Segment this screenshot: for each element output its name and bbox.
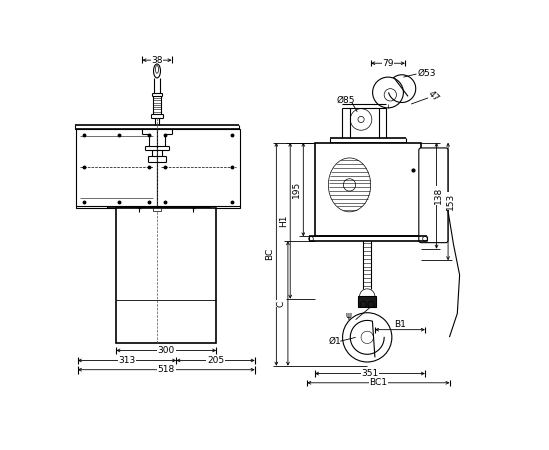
Bar: [116, 208, 216, 343]
Text: C: C: [277, 300, 285, 306]
Text: 205: 205: [207, 356, 224, 365]
Text: 300: 300: [158, 346, 175, 355]
Text: BC1: BC1: [369, 378, 388, 387]
Text: 518: 518: [158, 365, 175, 374]
Circle shape: [360, 301, 366, 307]
Text: 153: 153: [446, 193, 455, 210]
Text: BC: BC: [265, 248, 274, 260]
Text: 138: 138: [434, 187, 444, 204]
Text: Ø53: Ø53: [417, 69, 436, 78]
Bar: [358, 296, 377, 306]
Text: Ø1: Ø1: [329, 337, 341, 346]
Bar: [157, 129, 240, 208]
Text: 195: 195: [292, 181, 301, 198]
Bar: [315, 143, 421, 237]
Bar: [153, 208, 161, 211]
Circle shape: [368, 301, 374, 307]
Text: 79: 79: [382, 59, 394, 68]
Text: 38: 38: [152, 56, 163, 65]
Bar: [76, 129, 157, 208]
Text: ψ: ψ: [346, 311, 351, 320]
Text: B1: B1: [394, 320, 406, 329]
Text: Ø85: Ø85: [337, 96, 355, 105]
Text: 313: 313: [119, 356, 136, 365]
FancyBboxPatch shape: [419, 148, 448, 243]
Text: H1: H1: [279, 214, 288, 226]
Text: 351: 351: [361, 369, 379, 378]
Text: 47: 47: [427, 89, 441, 104]
